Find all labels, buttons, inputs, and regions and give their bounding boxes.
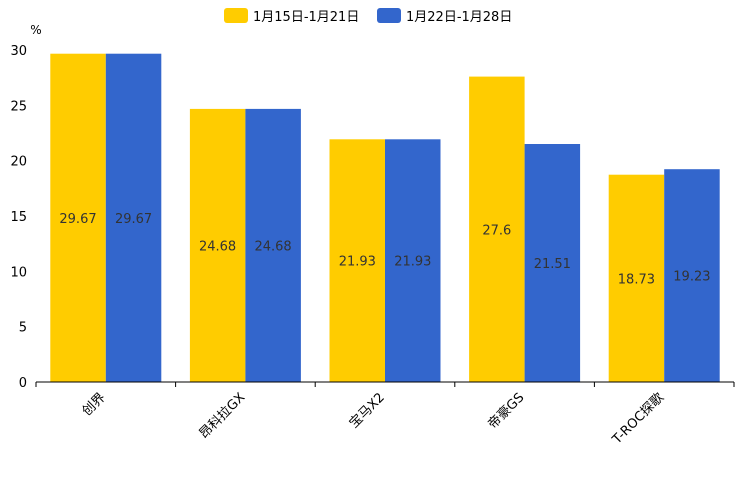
bar <box>385 139 441 382</box>
bar-value-label: 19.23 <box>673 270 710 285</box>
y-axis-unit-label: % <box>30 23 41 37</box>
bar-value-label: 29.67 <box>115 212 152 227</box>
x-tick-label: 创界 <box>80 390 109 419</box>
legend: 1月15日-1月21日 1月22日-1月28日 <box>224 8 512 25</box>
legend-label: 1月15日-1月21日 <box>253 10 359 25</box>
bar <box>105 53 162 382</box>
bar-value-label: 18.73 <box>618 272 655 287</box>
y-tick-label: 25 <box>10 99 27 114</box>
legend-swatch <box>224 8 248 23</box>
bars <box>50 53 720 383</box>
legend-label: 1月22日-1月28日 <box>406 10 512 25</box>
y-tick-label: 30 <box>10 44 27 59</box>
bar <box>664 169 720 382</box>
y-tick-label: 20 <box>10 155 27 170</box>
bar <box>245 108 301 383</box>
bar-value-label: 21.51 <box>534 257 571 272</box>
bar <box>524 144 581 382</box>
y-tick-label: 5 <box>19 321 27 336</box>
x-tick-label: 宝马X2 <box>347 390 388 431</box>
y-tick-label: 0 <box>19 376 27 391</box>
bar-value-label: 21.93 <box>394 255 431 270</box>
y-tick-label: 15 <box>10 210 27 225</box>
bar-value-label: 24.68 <box>254 239 291 254</box>
x-tick-label: T-ROC探歌 <box>609 390 667 448</box>
y-axis: 0 5 10 15 20 25 30 <box>10 44 27 391</box>
bar-value-label: 27.6 <box>482 223 511 238</box>
bar <box>608 174 665 382</box>
bar-value-label: 24.68 <box>199 239 236 254</box>
x-axis: 创界 昂科拉GX 宝马X2 帝豪GS T-ROC探歌 <box>35 382 735 448</box>
y-tick-label: 10 <box>10 265 27 280</box>
x-tick-label: 帝豪GS <box>485 390 528 433</box>
bar-value-label: 21.93 <box>339 255 376 270</box>
bar-value-label: 29.67 <box>59 212 96 227</box>
bar <box>189 108 246 383</box>
bar <box>50 53 106 382</box>
bar <box>329 139 385 382</box>
bar-value-labels: 29.67 29.67 24.68 24.68 21.93 21.93 27.6 21.51 1… <box>59 212 710 288</box>
bar <box>469 76 525 382</box>
x-tick-label: 昂科拉GX <box>197 390 249 442</box>
legend-swatch <box>377 8 401 23</box>
